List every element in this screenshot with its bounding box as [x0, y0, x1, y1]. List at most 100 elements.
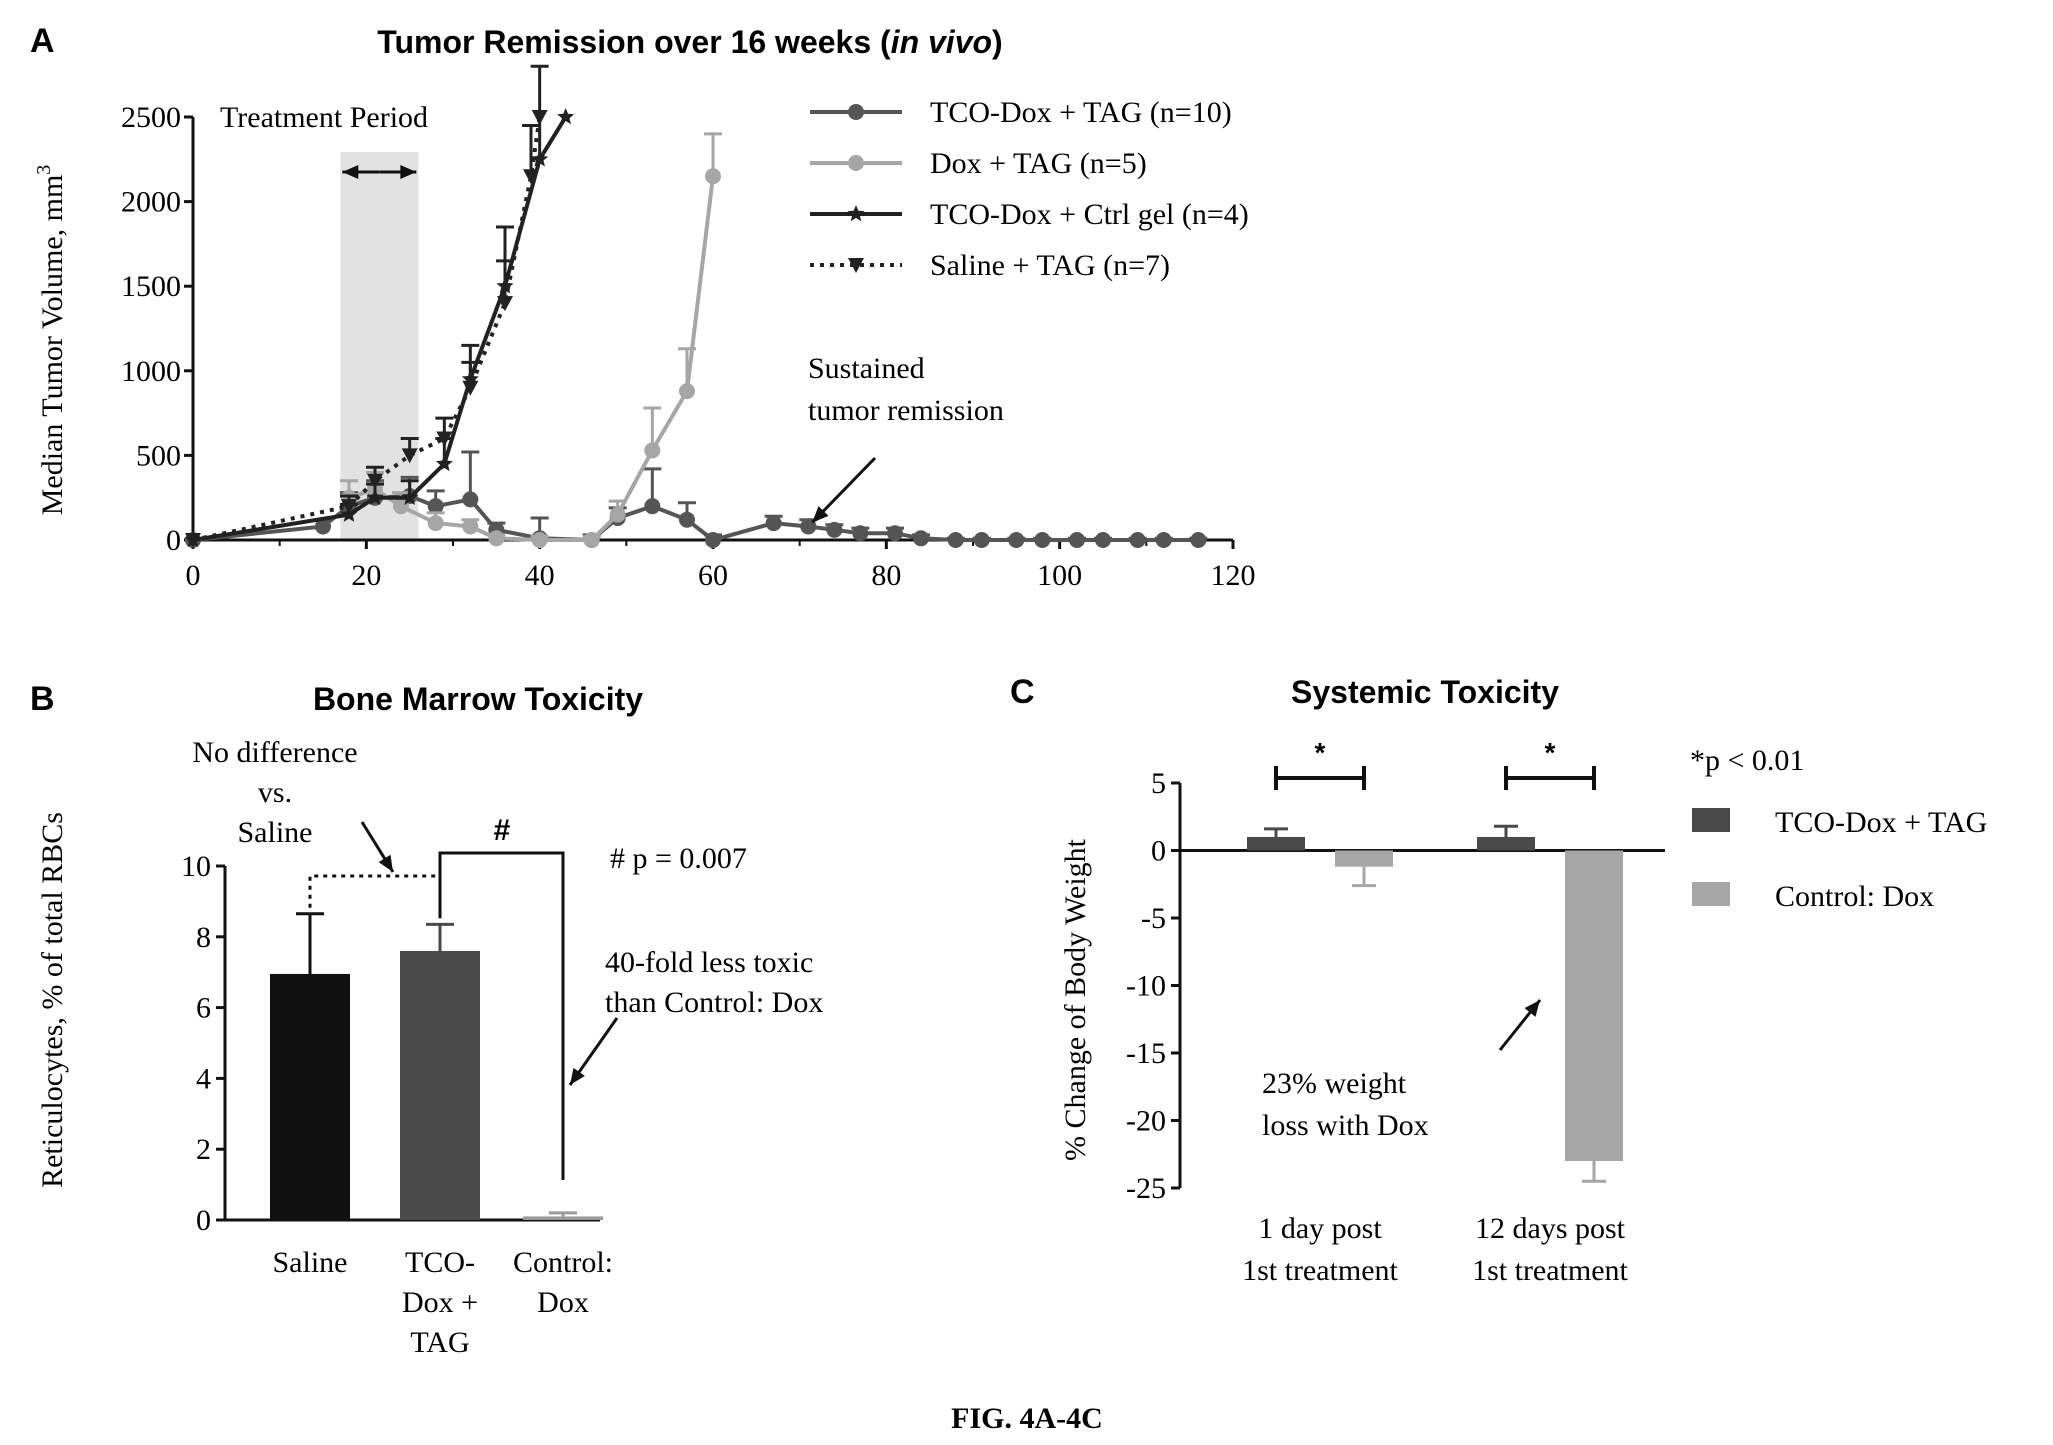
panel-label-b: B: [30, 680, 55, 718]
data-point: [401, 448, 418, 464]
panel-label-a: A: [30, 22, 55, 60]
panel-a-chart: Tumor Remission over 16 weeks (in vivo) …: [33, 24, 1256, 592]
panel-b-chart: Bone Marrow Toxicity Reticulocytes, % of…: [36, 681, 823, 1359]
panel-b-ytick-label: 0: [196, 1204, 211, 1237]
category-label: Dox +: [402, 1286, 478, 1319]
data-point: [523, 169, 539, 185]
legend-swatch: [1692, 882, 1730, 906]
remission-label-line1: Sustained: [808, 352, 925, 385]
less-toxic-label: than Control: Dox: [605, 986, 823, 1019]
panel-a-ytick-label: 1000: [121, 355, 181, 388]
bar-0: [270, 973, 350, 1220]
data-point: [852, 525, 869, 542]
category-label: 1st treatment: [1242, 1254, 1398, 1287]
no-difference-label: No difference: [192, 736, 357, 769]
legend-label: Control: Dox: [1775, 880, 1934, 913]
data-point: [531, 150, 549, 167]
data-point: [462, 518, 479, 535]
data-point: [705, 168, 721, 185]
panel-b-ytick-label: 4: [196, 1062, 211, 1095]
figure-caption: FIG. 4A-4C: [951, 1402, 1103, 1435]
no-difference-arrow-head: [378, 854, 393, 872]
panel-a-xtick-label: 0: [186, 559, 201, 592]
panel-a-xtick-label: 60: [698, 559, 728, 592]
panel-a-xtick-label: 100: [1037, 559, 1082, 592]
data-point: [557, 108, 575, 125]
data-point: [1069, 532, 1085, 548]
no-difference-label: vs.: [258, 776, 292, 809]
treatment-period-label: Treatment Period: [220, 101, 428, 134]
data-point: [367, 473, 383, 489]
bar-TCO-Dox + TAG: [1247, 837, 1305, 851]
significance-bracket: [438, 851, 565, 1180]
category-label: TCO-: [405, 1246, 475, 1279]
data-point: [401, 488, 419, 505]
panel-c-title: Systemic Toxicity: [1291, 674, 1559, 710]
legend-label: TCO-Dox + TAG (n=10): [930, 96, 1232, 129]
panel-c-ytick-label: -25: [1126, 1172, 1166, 1205]
panel-b-ytick-label: 8: [196, 921, 211, 954]
weight-loss-label: loss with Dox: [1262, 1109, 1429, 1142]
data-point: [679, 511, 695, 528]
panel-b-title: Bone Marrow Toxicity: [313, 681, 643, 717]
data-point: [435, 454, 453, 472]
significance-star: *: [1315, 737, 1326, 768]
data-point: [1129, 532, 1146, 548]
data-point: [531, 110, 548, 125]
less-toxic-label: 40-fold less toxic: [605, 946, 813, 979]
panel-a-xtick-label: 80: [871, 559, 901, 592]
data-point: [947, 532, 964, 548]
panel-a-ytick-label: 0: [166, 524, 181, 557]
less-toxic-arrow-head: [570, 1067, 585, 1085]
data-point: [366, 488, 384, 505]
data-point: [583, 532, 600, 548]
significance-star: *: [1545, 737, 1556, 768]
data-point: [1155, 532, 1172, 548]
data-point: [427, 515, 444, 532]
data-point: [679, 383, 695, 400]
bar-Control: Dox: [1565, 850, 1623, 1161]
legend-label: Dox + TAG (n=5): [930, 147, 1147, 180]
no-difference-bracket: [308, 874, 442, 919]
panel-c-ytick-label: -5: [1141, 902, 1166, 935]
p-value-label: *p < 0.01: [1690, 744, 1804, 777]
remission-label-line2: tumor remission: [808, 394, 1004, 427]
category-label: Saline: [273, 1246, 348, 1279]
data-point: [609, 506, 626, 523]
data-point: [887, 525, 903, 542]
data-point: [826, 521, 843, 538]
data-point: [341, 499, 357, 515]
legend-label: TCO-Dox + Ctrl gel (n=4): [930, 198, 1249, 231]
legend-marker: [847, 205, 865, 222]
category-label: 1 day post: [1258, 1212, 1382, 1245]
data-point: [973, 532, 990, 548]
data-point: [644, 442, 661, 459]
significance-bracket: [1504, 766, 1596, 790]
data-point: [436, 431, 453, 447]
data-point: [427, 498, 444, 515]
bar-2: [523, 1216, 603, 1220]
bar-Control: Dox: [1335, 850, 1393, 867]
legend-swatch: [1692, 808, 1730, 832]
weight-loss-arrow-head: [1524, 1000, 1540, 1017]
panel-a-xtick-label: 40: [525, 559, 555, 592]
panel-c-ytick-label: -15: [1126, 1037, 1166, 1070]
panel-c-ytick-label: -20: [1126, 1105, 1166, 1138]
data-point: [1095, 532, 1111, 548]
treatment-arrow-left-head: [342, 165, 359, 179]
panel-c-chart: Systemic Toxicity % Change of Body Weigh…: [1059, 674, 1987, 1287]
data-point: [488, 530, 505, 547]
treatment-arrow-right-head: [400, 165, 417, 179]
panel-c-ytick-label: 5: [1151, 767, 1166, 800]
data-point: [1008, 532, 1025, 548]
data-point: [462, 491, 479, 508]
category-label: Control:: [513, 1246, 613, 1279]
data-point: [913, 530, 929, 547]
data-point: [765, 515, 782, 532]
panel-a-xtick-label: 20: [351, 559, 381, 592]
legend-label: TCO-Dox + TAG: [1775, 806, 1987, 839]
data-point: [644, 498, 661, 515]
category-label: 1st treatment: [1472, 1254, 1628, 1287]
data-point: [497, 296, 513, 312]
panel-a-title: Tumor Remission over 16 weeks (in vivo): [377, 24, 1002, 60]
